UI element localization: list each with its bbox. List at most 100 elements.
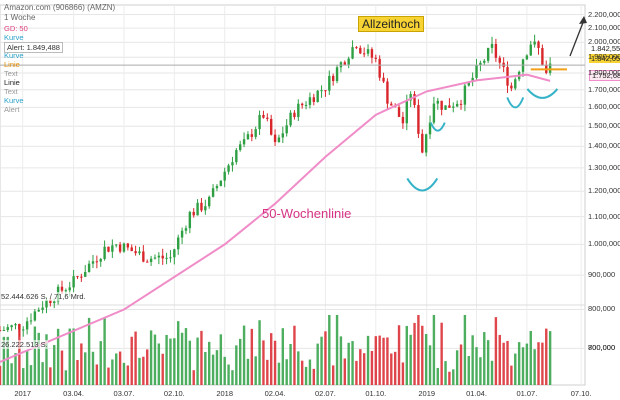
candle-up (347, 58, 350, 65)
candle-up (405, 100, 408, 124)
candle-down (126, 243, 130, 248)
candle-up (84, 271, 87, 277)
volume-bar-down (421, 325, 424, 385)
volume-bar-up (99, 341, 102, 385)
price-tick-label: 2.100,000 (588, 23, 620, 33)
time-tick-label: 01.04. (466, 389, 487, 398)
volume-bar-down (262, 340, 265, 385)
volume-bar-up (289, 343, 292, 385)
candle-up (99, 259, 102, 262)
price-tick-label: 1.200,000 (588, 186, 620, 196)
volume-bar-up (29, 365, 33, 385)
candle-up (533, 41, 536, 45)
volume-bar-down (370, 350, 374, 385)
candle-up (308, 97, 312, 105)
volume-bar-down (126, 365, 130, 385)
volume-bar-down (134, 331, 137, 385)
candle-down (378, 58, 381, 78)
volume-bar-up (231, 370, 234, 385)
volume-bar-down (250, 328, 254, 385)
plot-frame (0, 4, 586, 386)
candle-up (486, 47, 490, 61)
time-tick-label: 02.04. (264, 389, 286, 398)
price-tag-high: 1.842,55 (589, 44, 620, 53)
volume-bar-down (312, 368, 316, 385)
volume-bar-up (211, 354, 215, 385)
volume-bar-up (521, 347, 525, 385)
volume-bar-up (227, 364, 230, 385)
candle-down (421, 133, 424, 153)
candle-up (242, 139, 246, 145)
price-tick-label: 1.900,000 (588, 52, 620, 62)
volume-bar-up (467, 356, 470, 385)
volume-bar-up (64, 370, 68, 385)
candle-down (80, 276, 83, 278)
legend-item: Kurve (4, 33, 24, 42)
candle-up (72, 276, 75, 288)
volume-bar-up (91, 351, 95, 385)
candle-up (169, 257, 172, 259)
volume-bar-down (359, 349, 362, 385)
volume-bar-down (378, 335, 381, 385)
candle-up (188, 211, 192, 229)
candle-down (417, 105, 420, 134)
candle-up (467, 81, 470, 86)
legend-item: Linie (4, 78, 20, 87)
candle-up (432, 103, 436, 123)
volume-bar-up (173, 338, 176, 385)
volume-bar-up (479, 357, 482, 385)
candle-down (343, 62, 347, 65)
volume-bar-up (258, 320, 261, 385)
volume-bar-up (84, 352, 87, 385)
candle-down (95, 261, 99, 263)
price-tick-label: 900,000 (588, 270, 616, 280)
candle-down (401, 116, 405, 124)
candle-down (134, 251, 137, 254)
candle-down (269, 118, 273, 135)
volume-bar-up (529, 330, 532, 385)
candle-up (184, 228, 188, 231)
volume-bar-down (324, 331, 327, 385)
candle-down (250, 134, 254, 137)
volume-bar-down (413, 322, 416, 385)
candle-down (0, 330, 2, 332)
volume-bar-up (351, 341, 354, 385)
candle-down (142, 251, 145, 262)
candle-down (49, 299, 52, 304)
candle-up (238, 144, 242, 151)
volume-bar-up (45, 334, 48, 385)
volume-bar-up (157, 343, 161, 385)
candle-up (41, 307, 44, 310)
candle-up (304, 104, 308, 106)
volume-bar-down (393, 351, 397, 385)
legend-item: GD: 50 (4, 24, 28, 33)
volume-bar-up (37, 332, 40, 385)
volume-bar-up (405, 325, 408, 385)
volume-bar-up (455, 350, 459, 385)
candle-down (324, 90, 327, 92)
candle-down (76, 276, 79, 278)
volume-bar-down (459, 344, 463, 385)
volume-bar-up (188, 340, 192, 385)
time-tick-label: 2017 (14, 389, 32, 398)
candle-down (355, 47, 358, 49)
volume-bar-up (223, 356, 226, 385)
volume-bar-down (49, 367, 52, 385)
volume-bar-up (366, 335, 370, 385)
candle-down (537, 41, 540, 48)
candle-up (285, 125, 288, 134)
volume-bar-up (177, 321, 180, 385)
candle-up (258, 114, 261, 130)
candle-up (87, 263, 91, 272)
annotation-allzeithoch: Allzeithoch (358, 16, 425, 32)
candle-down (266, 117, 269, 119)
price-tick-label: 1.300,000 (588, 162, 620, 172)
volume-bar-up (471, 335, 474, 385)
volume-bar-down (417, 315, 420, 385)
volume-bar-up (169, 338, 172, 385)
volume-bar-down (502, 342, 505, 385)
price-tick-label: 1.000,000 (588, 239, 620, 249)
volume-bar-down (510, 365, 513, 385)
volume-bar-down (537, 342, 540, 385)
volume-bar-down (130, 336, 133, 385)
